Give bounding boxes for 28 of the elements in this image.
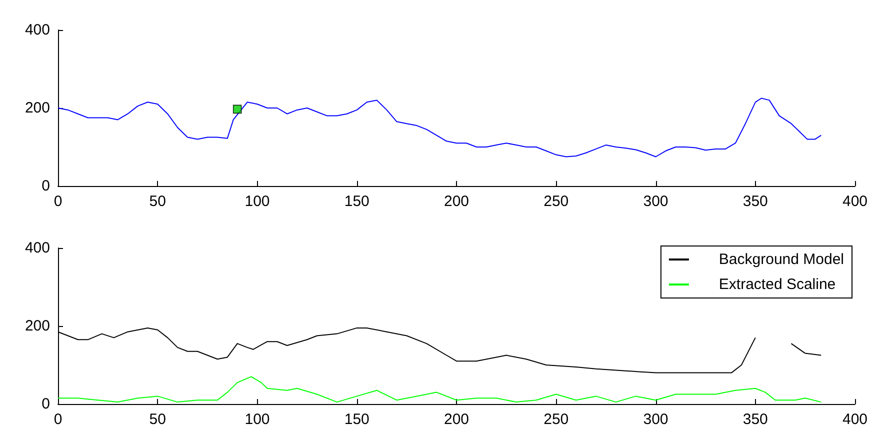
x-tick-label: 200: [444, 411, 470, 428]
x-tick-label: 400: [842, 193, 868, 210]
y-tick-label: 400: [24, 22, 50, 38]
x-tick-label: 400: [842, 411, 868, 428]
y-tick-label: 200: [24, 318, 50, 334]
x-tick-label: 150: [344, 193, 370, 210]
y-tick-label: 400: [24, 240, 50, 256]
x-tick-label: 50: [149, 411, 166, 428]
x-tick-label: 350: [742, 193, 768, 210]
x-tick-label: 200: [444, 193, 470, 210]
legend-label: Background Model: [718, 251, 844, 268]
x-tick-label: 300: [643, 193, 668, 210]
legend-label: Extracted Scaline: [718, 276, 836, 293]
x-tick-label: 0: [54, 193, 62, 210]
x-tick-label: 100: [244, 411, 270, 428]
x-tick-label: 300: [643, 411, 668, 428]
x-tick-label: 50: [149, 193, 166, 210]
x-tick-label: 350: [742, 411, 768, 428]
x-tick-label: 250: [544, 193, 569, 210]
x-tick-label: 250: [544, 411, 569, 428]
line-series: [58, 98, 822, 158]
y-tick-label: 0: [42, 178, 50, 194]
x-tick-label: 150: [344, 411, 370, 428]
line-series: [58, 376, 822, 403]
x-tick-label: 100: [244, 193, 270, 210]
x-tick-label: 0: [54, 411, 62, 428]
y-tick-label: 200: [24, 100, 50, 116]
y-tick-label: 0: [42, 396, 50, 412]
